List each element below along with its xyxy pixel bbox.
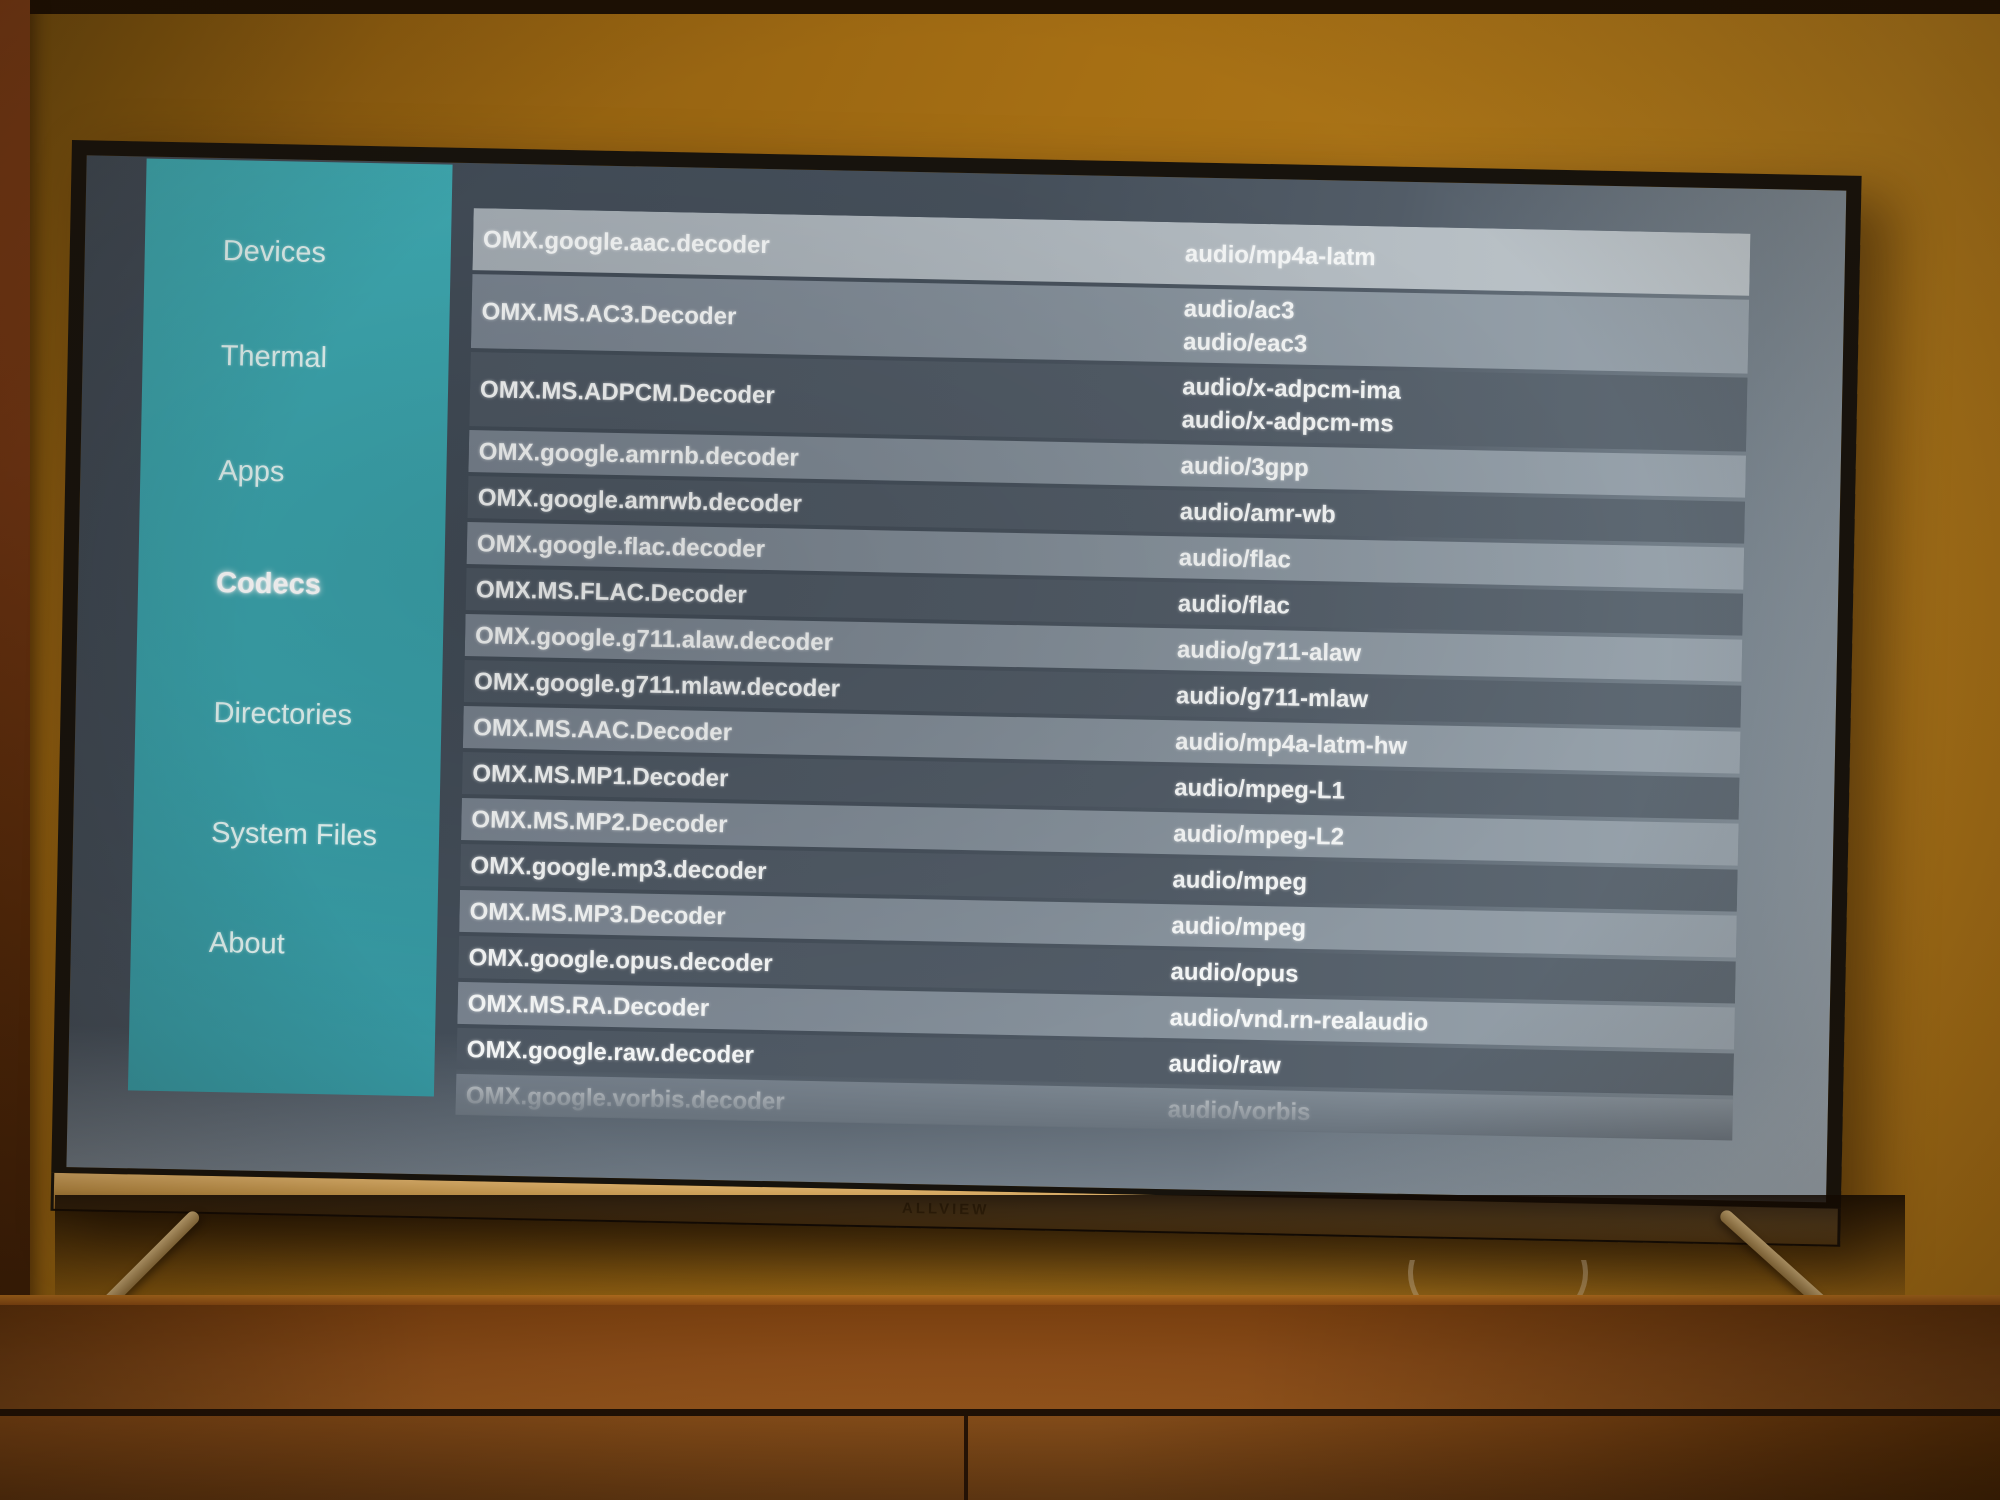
codec-name: OMX.google.opus.decoder: [468, 943, 773, 977]
codec-name: OMX.google.mp3.decoder: [470, 851, 767, 885]
codec-name: OMX.google.g711.alaw.decoder: [474, 621, 834, 656]
codec-mime-type: audio/vorbis: [1167, 1095, 1311, 1126]
codec-list: OMX.google.aac.decoder audio/mp4a-latm OMX…: [455, 208, 1751, 1140]
codec-mime-type: audio/mpeg: [1171, 911, 1307, 942]
codec-mime-type: audio/raw: [1168, 1049, 1281, 1079]
codec-mime-type: audio/3gpp: [1180, 451, 1309, 482]
sidebar-item-apps[interactable]: Apps: [218, 455, 285, 489]
codec-mime-type: audio/mpeg-L2: [1173, 819, 1345, 851]
codec-mime-type: audio/mp4a-latm-hw: [1174, 727, 1408, 760]
tv-set: Devices Thermal Apps Codecs Directories Syste…: [50, 140, 1862, 1247]
cabinet-top-edge: [0, 1295, 2000, 1305]
codec-mime-type: audio/x-adpcm-ima audio/x-adpcm-ms: [1181, 373, 1402, 438]
codec-name: OMX.MS.MP2.Decoder: [471, 805, 728, 838]
codec-mime-type: audio/g711-mlaw: [1175, 681, 1369, 713]
codec-name: OMX.google.vorbis.decoder: [465, 1081, 785, 1115]
tv-screen: Devices Thermal Apps Codecs Directories Syste…: [51, 140, 1862, 1209]
sidebar-item-system-files[interactable]: System Files: [210, 816, 378, 853]
sidebar-item-directories[interactable]: Directories: [213, 696, 353, 732]
codec-name: OMX.MS.RA.Decoder: [467, 989, 710, 1022]
sidebar-item-codecs[interactable]: Codecs: [215, 566, 322, 602]
codec-name: OMX.MS.FLAC.Decoder: [475, 575, 747, 609]
codec-name: OMX.google.aac.decoder: [482, 225, 771, 259]
codec-mime-type: audio/opus: [1170, 957, 1299, 988]
cabinet-top-surface: [0, 1305, 2000, 1409]
ceiling-trim: [0, 0, 2000, 14]
sidebar-item-about[interactable]: About: [208, 926, 286, 961]
codec-name: OMX.google.g711.mlaw.decoder: [473, 667, 841, 703]
codec-mime-type: audio/g711-alaw: [1176, 635, 1362, 667]
codec-name: OMX.MS.AC3.Decoder: [481, 297, 737, 330]
codec-mime-type: audio/mpeg-L1: [1173, 773, 1346, 805]
codec-name: OMX.MS.MP3.Decoder: [469, 897, 726, 930]
codec-mime-type: audio/mpeg: [1172, 865, 1308, 896]
codec-name: OMX.google.amrwb.decoder: [477, 483, 803, 518]
codec-mime-type: audio/flac: [1178, 543, 1292, 574]
cabinet-drawer-seam: [0, 1409, 2000, 1416]
sidebar-item-devices[interactable]: Devices: [222, 235, 327, 270]
codec-name: OMX.google.flac.decoder: [476, 529, 766, 563]
cabinet-drawer-divider: [964, 1416, 968, 1500]
codec-name: OMX.MS.MP1.Decoder: [472, 759, 729, 792]
codec-mime-type: audio/vnd.rn-realaudio: [1169, 1003, 1429, 1036]
sidebar-item-thermal[interactable]: Thermal: [220, 340, 328, 375]
codec-name: OMX.google.raw.decoder: [466, 1035, 755, 1069]
codec-mime-type: audio/flac: [1177, 589, 1291, 620]
sidebar: Devices Thermal Apps Codecs Directories Syste…: [127, 158, 453, 1097]
cabinet-drawer-front: [0, 1416, 2000, 1500]
codec-name: OMX.google.amrnb.decoder: [478, 437, 800, 472]
codec-name: OMX.MS.AAC.Decoder: [473, 713, 733, 746]
codec-mime-type: audio/mp4a-latm: [1184, 239, 1376, 271]
door-frame: [0, 0, 30, 1330]
codec-name: OMX.MS.ADPCM.Decoder: [479, 375, 775, 409]
codec-mime-type: audio/amr-wb: [1179, 497, 1337, 528]
codec-mime-type: audio/ac3 audio/eac3: [1182, 295, 1308, 358]
tv-cabinet: [0, 1295, 2000, 1500]
